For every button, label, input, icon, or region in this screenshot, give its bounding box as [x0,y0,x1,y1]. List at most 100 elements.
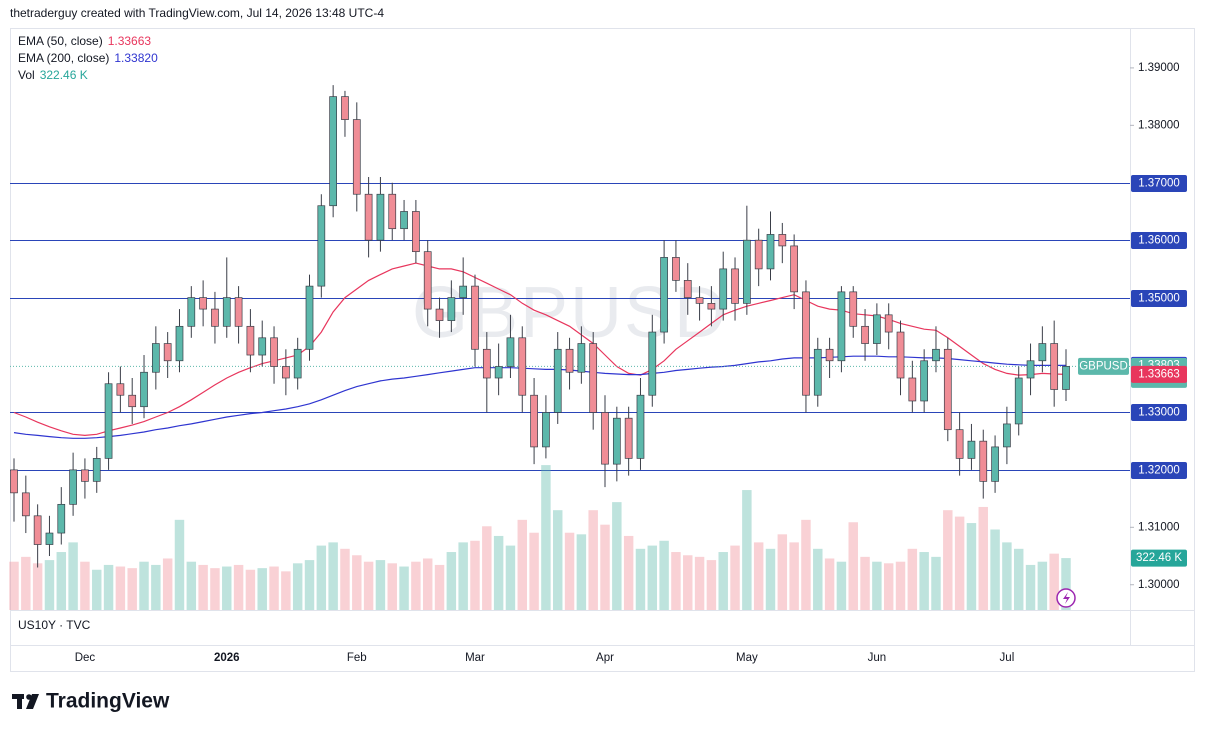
legend: EMA (50, close) 1.33663 EMA (200, close) 1… [18,34,158,82]
volume-bar [257,568,267,610]
candle-body [601,412,609,465]
candle-body [955,429,964,459]
candle-body [506,337,515,367]
volume-bar [281,571,291,610]
volume-bar [824,558,835,610]
candle-body [1003,423,1011,448]
volume-bar [387,563,397,610]
x-tick-label: Feb [347,652,367,664]
candle-body [376,193,385,241]
candle-body [518,337,527,396]
volume-bar [1037,561,1048,610]
candle-body [246,325,255,356]
candle-body [69,469,77,505]
legend-value: 322.46 K [40,68,88,82]
candle-body [612,417,621,465]
volume-bar [659,540,669,610]
volume-bar [139,561,149,610]
volume-bar [600,524,610,610]
volume-bar [742,490,752,610]
candle-body [175,325,184,362]
candle-body [234,297,243,327]
legend-vol: Vol 322.46 K [18,68,88,82]
volume-bar [198,564,208,610]
volume-bar [470,540,480,610]
volume-bar [730,545,740,610]
volume-bar [375,560,386,610]
volume-bar [954,516,965,610]
volume-bar [836,561,847,610]
candle-body [423,251,432,310]
candle-body [849,291,858,327]
candle-body [624,417,633,459]
volume-bar [127,568,137,610]
level-label: 1.37000 [1138,178,1180,190]
candle-body [21,492,30,517]
candle-body [908,377,917,402]
x-tick-label: Dec [75,652,96,664]
x-tick-label: Mar [465,652,485,664]
candle-body [199,297,207,310]
candle-body [116,383,125,396]
volume-bar [895,561,906,610]
candle-body [211,308,219,327]
volume-bar [151,564,161,610]
volume-bar [316,545,327,610]
ema50-label: 1.33663 [1138,368,1180,380]
volume-bar [399,566,409,610]
candle-body [412,211,420,253]
volume-bar [647,545,658,610]
candle-body [589,343,598,413]
volume-bar [990,529,1000,610]
candle-body [672,257,680,281]
level-label: 1.32000 [1138,465,1180,477]
y-tick-label: 1.30000 [1138,579,1180,591]
volume-bar [907,548,918,610]
volume-bar [222,566,232,610]
candle-body [222,297,231,327]
volume-bar [269,566,279,610]
candle-body [352,119,361,195]
candle-body [258,337,267,356]
volume-bar [671,552,681,610]
plot [9,85,1130,610]
candle-body [1038,343,1047,362]
volume-bar [848,522,858,610]
volume-badge [1131,549,1187,567]
volume-bar [422,558,433,610]
level-badge [1131,175,1187,192]
level-badge [1131,232,1187,249]
subpane-label: US10Y · TVC [18,618,91,632]
volume-bar [482,526,492,610]
candle-body [530,394,538,448]
volume-bar [103,564,114,610]
volume-bar [813,548,823,610]
volume-bar [352,555,362,610]
candle-body [743,239,751,304]
candle-body [400,211,408,230]
candle-body [861,325,869,344]
volume-bar [612,502,622,610]
volume-bar [363,561,374,610]
level-badge [1131,290,1187,307]
candle-body [943,348,952,431]
volume-bar [943,510,953,610]
candle-body [282,366,290,379]
volume-bar [1002,542,1012,610]
candle-body [719,268,728,310]
candle-body [459,285,468,298]
candle-body [920,360,929,402]
volume-bar [92,569,102,610]
volume-bar [233,564,244,610]
candle-body [10,469,18,494]
ema-line [13,355,1066,439]
volume-bar [789,542,799,610]
level-label: 1.36000 [1138,235,1180,247]
volume-bar [458,542,468,610]
candle-body [128,394,137,408]
volume-bar [162,558,173,610]
level-label: 1.33000 [1138,407,1180,419]
volume-bar [186,561,197,610]
volume-bar [44,560,55,610]
